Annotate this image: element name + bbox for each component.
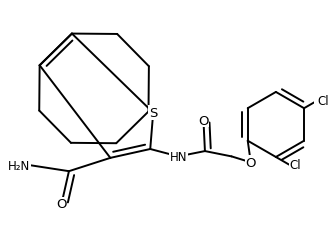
Text: O: O — [198, 114, 209, 127]
Text: Cl: Cl — [317, 95, 329, 108]
Text: S: S — [149, 107, 158, 120]
Text: O: O — [245, 156, 256, 169]
Text: Cl: Cl — [289, 158, 301, 171]
Text: O: O — [56, 197, 67, 210]
Text: H₂N: H₂N — [8, 159, 31, 172]
Text: HN: HN — [169, 150, 187, 163]
